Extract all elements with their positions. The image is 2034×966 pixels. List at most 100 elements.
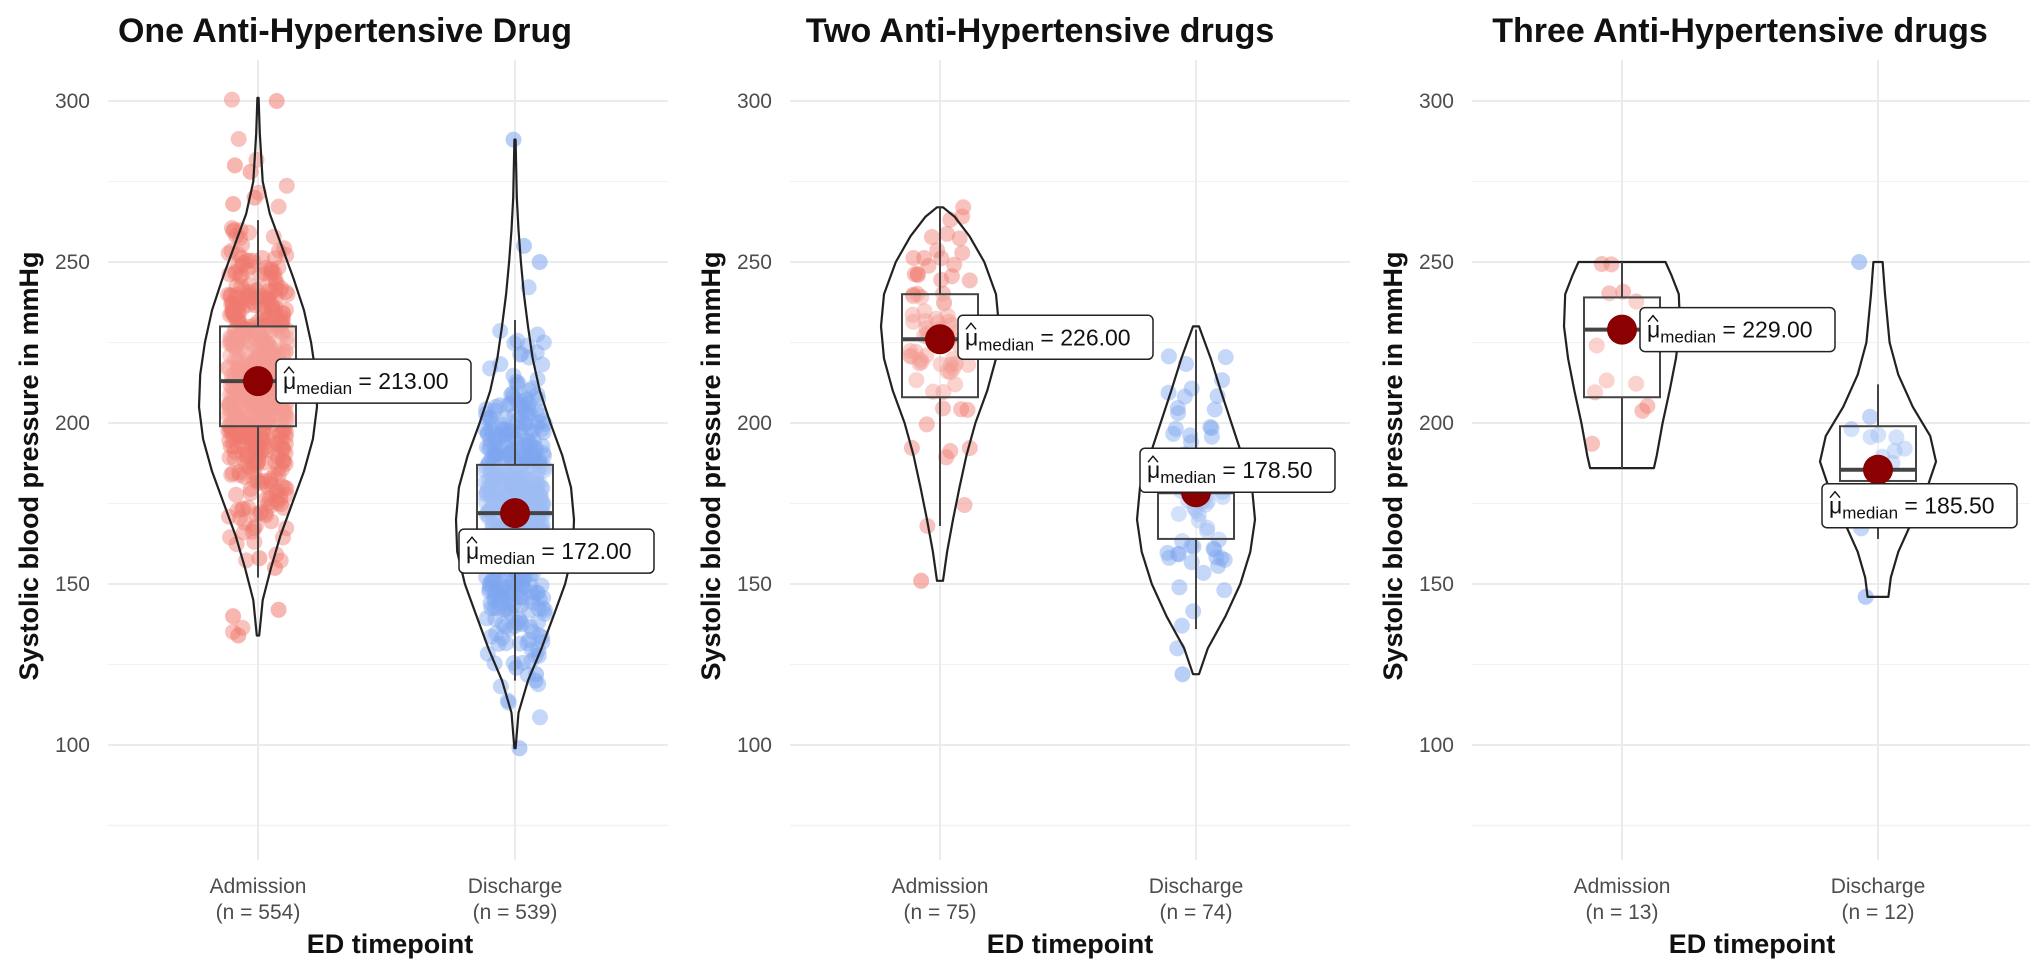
- data-point: [489, 447, 505, 463]
- data-point: [1862, 409, 1878, 425]
- data-point: [933, 250, 949, 266]
- data-point: [955, 199, 971, 215]
- data-point: [952, 230, 968, 246]
- data-point: [1196, 565, 1212, 581]
- median-point: [1607, 315, 1637, 345]
- data-point-outlier: [508, 660, 524, 676]
- y-axis-label: Systolic blood pressure in mmHg: [1378, 251, 1408, 680]
- data-point: [935, 400, 951, 416]
- median-label: μmedian = 229.00: [1640, 308, 1835, 352]
- grid: [1472, 60, 2030, 860]
- data-point: [224, 92, 240, 108]
- median-label: μmedian = 213.00: [276, 359, 471, 403]
- data-point: [1184, 381, 1200, 397]
- median-label: μmedian = 226.00: [958, 315, 1153, 359]
- median-point: [1863, 455, 1893, 485]
- data-point: [919, 416, 935, 432]
- group-discharge: Discharge(n = 12)μmedian = 185.50: [1820, 254, 2017, 924]
- y-tick-label: 150: [55, 573, 90, 596]
- data-point: [1207, 402, 1223, 418]
- grid: [108, 60, 668, 860]
- data-point: [1208, 549, 1224, 565]
- y-tick-label: 300: [55, 90, 90, 113]
- y-tick-label: 100: [1419, 734, 1454, 757]
- data-point: [1165, 426, 1181, 442]
- median-point: [243, 366, 273, 396]
- data-point-outlier: [243, 164, 259, 180]
- data-point: [228, 487, 244, 503]
- group-discharge: Discharge(n = 74)μmedian = 178.50: [1137, 326, 1335, 924]
- data-point: [273, 496, 289, 512]
- data-point: [536, 334, 552, 350]
- data-point: [532, 709, 548, 725]
- data-point-outlier: [532, 254, 548, 270]
- data-point: [242, 253, 258, 269]
- data-point-outlier: [1851, 254, 1867, 270]
- y-axis-label: Systolic blood pressure in mmHg: [14, 251, 44, 680]
- data-point: [228, 264, 244, 280]
- group-admission: Admission (n = 554) μmedian = 213.00: [199, 92, 471, 924]
- median-point: [500, 498, 530, 528]
- data-point: [484, 417, 500, 433]
- data-point-outlier: [271, 602, 287, 618]
- x-category-label: Admission: [892, 875, 989, 898]
- data-point-outlier: [251, 550, 267, 566]
- data-point: [271, 199, 287, 215]
- x-category-label: Admission: [210, 875, 307, 898]
- panel-title: Three Anti-Hypertensive drugs: [1492, 12, 1988, 50]
- panel-3: 100150200250300Three Anti-Hypertensive d…: [1378, 12, 2030, 959]
- data-point: [962, 272, 978, 288]
- x-category-count: (n = 554): [216, 901, 301, 924]
- x-category-count: (n = 74): [1160, 901, 1233, 924]
- data-point-outlier: [227, 157, 243, 173]
- x-category-count: (n = 539): [473, 901, 558, 924]
- median-label: μmedian = 172.00: [459, 529, 654, 573]
- chart-canvas: 100150200250300One Anti-Hypertensive Dru…: [0, 0, 2034, 966]
- data-point-outlier: [225, 608, 241, 624]
- data-point: [960, 402, 976, 418]
- y-tick-label: 200: [55, 412, 90, 435]
- data-point: [944, 268, 960, 284]
- data-point: [1186, 539, 1202, 555]
- data-point: [254, 443, 270, 459]
- y-axis-label: Systolic blood pressure in mmHg: [696, 251, 726, 680]
- x-category-count: (n = 13): [1586, 901, 1659, 924]
- data-point: [228, 287, 244, 303]
- data-point: [906, 250, 922, 266]
- data-point: [1171, 579, 1187, 595]
- data-point: [479, 610, 495, 626]
- y-tick-label: 300: [737, 90, 772, 113]
- data-point: [954, 245, 970, 261]
- data-point: [237, 515, 253, 531]
- data-point-outlier: [1175, 666, 1191, 682]
- data-point: [1216, 582, 1232, 598]
- data-point: [520, 438, 536, 454]
- data-point: [924, 229, 940, 245]
- x-axis-label: ED timepoint: [307, 929, 474, 959]
- data-point: [267, 299, 283, 315]
- data-point: [957, 497, 973, 513]
- median-label: μmedian = 178.50: [1140, 448, 1335, 492]
- x-category-count: (n = 75): [904, 901, 977, 924]
- y-tick-label: 150: [737, 573, 772, 596]
- data-point: [1161, 348, 1177, 364]
- data-point: [481, 583, 497, 599]
- data-point: [1185, 603, 1201, 619]
- group-discharge: Discharge (n = 539) μmedian = 172.00: [456, 132, 654, 924]
- data-point: [1603, 256, 1619, 272]
- data-point: [232, 467, 248, 483]
- data-point: [268, 281, 284, 297]
- data-point: [907, 266, 923, 282]
- data-point: [278, 456, 294, 472]
- x-category-count: (n = 12): [1842, 901, 1915, 924]
- data-point: [227, 444, 243, 460]
- y-tick-label: 200: [737, 412, 772, 435]
- data-point: [1170, 400, 1186, 416]
- data-point: [510, 375, 526, 391]
- panel-title: Two Anti-Hypertensive drugs: [806, 12, 1275, 50]
- x-axis-label: ED timepoint: [987, 929, 1154, 959]
- y-tick-label: 250: [1419, 251, 1454, 274]
- data-point: [1639, 398, 1655, 414]
- x-axis-label: ED timepoint: [1669, 929, 1836, 959]
- data-point: [1218, 349, 1234, 365]
